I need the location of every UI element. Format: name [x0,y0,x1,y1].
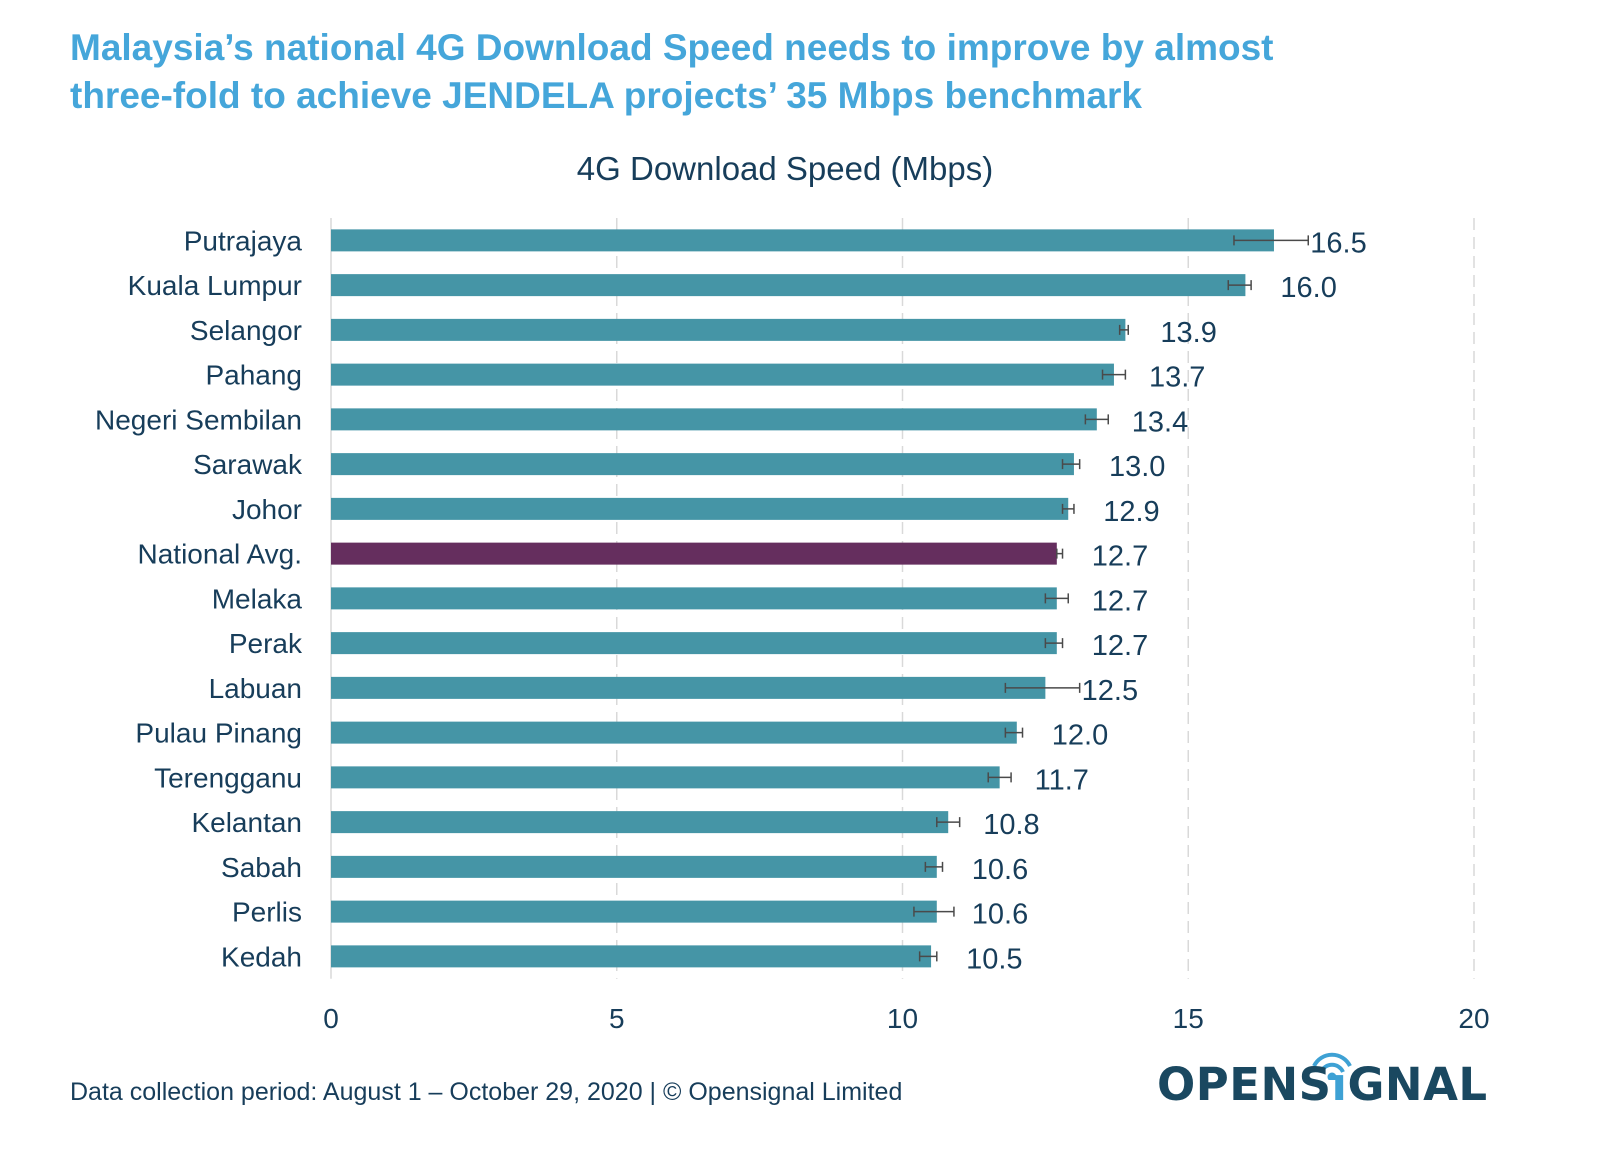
chart-title: 4G Download Speed (Mbps) [576,150,994,187]
wifi-signal-icon [1312,1052,1352,1080]
value-label: 13.7 [1149,362,1205,394]
error-bar [1101,369,1127,380]
bar [331,229,1274,252]
error-bar [1233,235,1310,246]
category-labels: Putrajaya Kuala Lumpur Selangor Pahang Neger… [95,225,303,972]
value-label: 12.5 [1082,675,1138,707]
category-label: Kelantan [191,807,302,838]
bar [331,542,1057,565]
value-label: 13.9 [1160,317,1216,349]
value-label: 16.0 [1280,272,1336,304]
x-tick-label: 5 [609,1003,625,1034]
bar [331,587,1057,610]
value-label: 10.8 [983,809,1039,841]
bar [331,766,1000,789]
error-bar [987,772,1012,783]
category-label: Terengganu [154,762,302,793]
headline-line-2: three-fold to achieve JENDELA projects’ … [70,75,1142,116]
bars [331,229,1274,968]
value-label: 13.4 [1132,406,1188,438]
value-label: 11.7 [1035,764,1089,796]
bar [331,497,1069,520]
footer-note: Data collection period: August 1 – Octob… [70,1078,903,1106]
error-bar [1061,503,1075,514]
logo-wordmark: OPENSıGNAL [1157,1058,1488,1111]
bar [331,676,1046,699]
bar [331,408,1097,431]
value-label: 13.0 [1109,451,1165,483]
value-label: 16.5 [1310,227,1366,259]
category-label: Perak [229,628,303,659]
category-label: Kuala Lumpur [128,270,302,301]
error-bar [1056,548,1064,559]
category-label: Negeri Sembilan [95,404,302,435]
category-label: Labuan [209,673,302,704]
value-label: 10.6 [972,854,1028,886]
x-tick-label: 0 [323,1003,339,1034]
value-label: 12.9 [1103,496,1159,528]
category-label: Pahang [205,360,302,391]
x-tick-label: 15 [1173,1003,1204,1034]
category-label: Sarawak [193,449,303,480]
category-label: Melaka [212,583,303,614]
value-label: 12.7 [1092,630,1148,662]
bar [331,721,1017,744]
error-bar [1227,280,1252,291]
error-bar [1004,727,1024,738]
error-bar [1061,459,1081,470]
category-label: Putrajaya [184,225,303,256]
error-bar [924,861,944,872]
x-tick-label: 10 [887,1003,918,1034]
bar [331,811,949,834]
bar [331,274,1246,297]
value-label: 12.0 [1052,720,1108,752]
error-bar [913,906,955,917]
category-label: National Avg. [138,539,303,570]
bar [331,453,1074,476]
category-label: Johor [232,494,302,525]
value-labels: 16.5 16.0 13.9 13.7 13.4 13.0 12.9 12.7 12.7 12.7… [966,227,1367,975]
headline-line-1: Malaysia’s national 4G Download Speed ne… [70,27,1274,68]
error-bars [913,235,1310,962]
value-label: 10.6 [972,899,1028,931]
error-bar [1044,593,1069,604]
category-label: Perlis [232,897,302,928]
x-tick-label: 20 [1458,1003,1489,1034]
bar [331,318,1126,341]
category-label: Kedah [221,941,302,972]
error-bar [1118,324,1129,335]
bar [331,945,932,968]
error-bar [918,951,938,962]
category-label: Selangor [190,315,302,346]
bar [331,855,937,878]
value-label: 10.5 [966,943,1022,975]
error-bar [936,817,961,828]
bar [331,632,1057,655]
headline: Malaysia’s national 4G Download Speed ne… [70,24,1490,120]
x-axis-ticks: 0 5 10 15 20 [323,1003,1489,1034]
value-label: 12.7 [1092,585,1148,617]
bar [331,900,937,923]
error-bar [1044,638,1064,649]
category-label: Sabah [221,852,302,883]
bar [331,363,1114,386]
value-label: 12.7 [1092,541,1148,573]
error-bar [1084,414,1109,425]
category-label: Pulau Pinang [135,718,302,749]
error-bar [1004,682,1081,693]
